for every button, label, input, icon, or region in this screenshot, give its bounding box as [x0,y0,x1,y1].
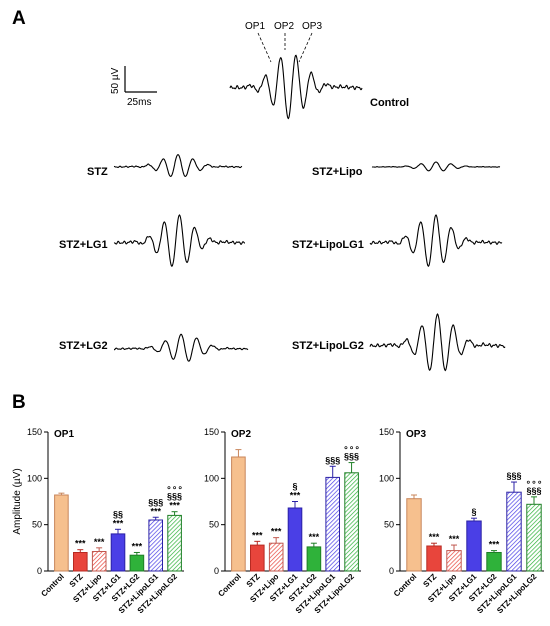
bar [406,498,422,572]
significance-label: *** [132,541,143,551]
bar [231,456,246,572]
op2-label: OP2 [274,21,294,32]
y-tick-label: 150 [27,427,42,437]
y-tick-label: 150 [379,427,394,437]
significance-label: §§§ [506,471,521,481]
scale-bar: 50 µV 25ms [110,66,157,108]
significance-label: §§§ [344,452,359,462]
y-tick-label: 100 [204,473,219,483]
panel-b-letter: B [12,392,26,413]
erg-trace [229,54,363,120]
significance-label: *** [252,530,263,540]
erg-trace [371,161,501,172]
bar [506,491,522,572]
y-tick-label: 0 [389,566,394,576]
significance-label: *** [94,537,105,547]
y-axis-title: Amplitude (µV) [12,468,23,534]
category-label: STZ [421,572,438,589]
bar [486,552,502,572]
scale-horizontal-label: 25ms [127,97,151,108]
y-tick-label: 150 [204,427,219,437]
y-tick-label: 100 [379,473,394,483]
scale-vertical-label: 50 µV [110,67,121,94]
category-label: Control [216,572,242,598]
significance-label: *** [489,540,500,550]
erg-trace [114,333,249,362]
y-tick-label: 100 [27,473,42,483]
trace-label-stz-lipo: STZ+Lipo [312,166,363,178]
significance-label: §§§ [526,486,541,496]
y-tick-label: 50 [384,520,394,530]
significance-label: *** [290,491,301,501]
bar [129,554,145,572]
significance-label: § [471,507,476,517]
significance-label: *** [150,506,161,516]
trace-label-stz-lg2: STZ+LG2 [59,340,108,352]
bar [446,550,462,572]
y-tick-label: 50 [209,520,219,530]
significance-label: *** [75,539,86,549]
significance-label: *** [429,532,440,542]
bar [306,546,322,572]
significance-label: *** [449,534,460,544]
bar [426,545,442,572]
erg-trace [369,214,503,268]
bar [54,494,69,572]
chart-title: OP3 [406,429,426,440]
erg-trace [113,214,245,267]
significance-label: § [292,482,297,492]
trace-label-stz: STZ [87,166,108,178]
erg-traces [113,54,506,372]
bar [167,514,182,572]
significance-label: §§§ [148,497,163,507]
significance-label: *** [169,501,180,511]
y-tick-label: 0 [37,566,42,576]
bar [250,544,265,572]
significance-label: *** [113,518,124,528]
y-tick-label: 0 [214,566,219,576]
bar [91,551,107,572]
trace-label-control: Control [370,97,409,109]
significance-label: §§§ [167,492,182,502]
bar [268,542,284,572]
chart-title: OP1 [54,429,74,440]
bar [344,472,359,572]
chart-title: OP2 [231,429,251,440]
significance-label: §§ [113,509,123,519]
trace-label-stz-lipolg2: STZ+LipoLG2 [292,340,364,352]
significance-label: §§§ [325,455,340,465]
erg-trace [113,153,243,177]
op1-label: OP1 [245,21,265,32]
panel-a-letter: A [12,8,26,29]
bar [526,503,542,572]
bar [287,507,303,572]
op-guides: OP1 OP2 OP3 [245,21,322,63]
category-label: Control [39,572,65,598]
bar [148,519,163,572]
bar [466,520,482,572]
y-tick-label: 50 [32,520,42,530]
category-label: Control [392,572,418,598]
significance-label: ∘∘∘ [526,477,543,487]
op3-label: OP3 [302,21,322,32]
significance-label: *** [271,527,282,537]
trace-label-stz-lg1: STZ+LG1 [59,239,108,251]
significance-label: ∘∘∘ [343,443,360,453]
significance-label: ∘∘∘ [166,483,183,493]
bar [325,476,340,572]
significance-label: *** [309,532,320,542]
erg-trace [369,313,506,372]
bar-charts: 0 50 100 150 OP1 Amplitude (µV) Control *** STZ *… [12,427,544,615]
trace-label-stz-lipolg1: STZ+LipoLG1 [292,239,364,251]
bar [73,552,88,572]
bar [110,533,126,572]
